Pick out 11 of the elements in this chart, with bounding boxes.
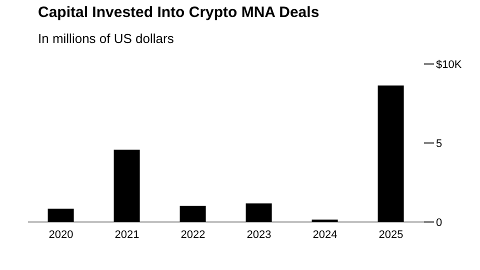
x-tick-label: 2025 — [378, 228, 404, 241]
x-tick-label: 2024 — [312, 228, 338, 241]
x-tick-label: 2023 — [246, 228, 272, 241]
y-tick-label: $10K — [436, 58, 462, 71]
x-tick-label: 2022 — [180, 228, 206, 241]
x-tick-label: 2021 — [114, 228, 140, 241]
y-tick-label: 5 — [436, 138, 442, 150]
x-tick-label: 2020 — [48, 228, 74, 241]
chart-title: Capital Invested Into Crypto MNA Deals — [38, 4, 320, 21]
y-tick-label: 0 — [436, 216, 442, 229]
chart-subtitle: In millions of US dollars — [38, 31, 175, 46]
